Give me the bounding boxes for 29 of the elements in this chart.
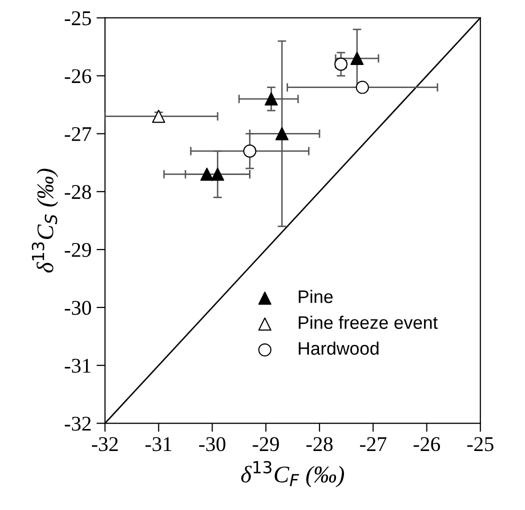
- point: [211, 168, 224, 181]
- y-tick-label: -27: [64, 127, 92, 141]
- y-tick-label: -28: [64, 184, 92, 200]
- x-tick-label: -25: [467, 437, 494, 452]
- x-tick-label: -30: [199, 437, 226, 452]
- y-tick-label: -32: [64, 416, 91, 431]
- point: [275, 127, 289, 140]
- legend-label: Pine: [298, 290, 333, 304]
- y-tick-label: -31: [64, 358, 91, 373]
- y-tick-label: -29: [64, 242, 91, 257]
- legend-label: Pine freeze event: [298, 316, 438, 329]
- x-axis-title: δ$^{13}$C$_{F}$ (‰): [241, 460, 344, 488]
- x-tick-label: -28: [306, 437, 333, 452]
- x-tick-label: -26: [414, 437, 440, 452]
- point: [200, 168, 214, 181]
- point: [152, 110, 166, 123]
- point: [264, 92, 278, 106]
- legend-label: Hardwood: [298, 342, 378, 355]
- x-tick-label: -31: [146, 437, 172, 452]
- x-tick-label: -27: [360, 437, 386, 451]
- point: [350, 52, 364, 65]
- point: [243, 144, 256, 158]
- y-tick-label: -25: [64, 11, 91, 26]
- point: [356, 80, 369, 94]
- x-tick-label: -32: [92, 437, 118, 452]
- y-tick-label: -26: [64, 69, 92, 84]
- y-axis-title: δ$^{13}$C$_{S}$ (‰): [32, 168, 58, 273]
- y-tick-label: -30: [64, 300, 92, 315]
- x-tick-label: -29: [252, 437, 279, 452]
